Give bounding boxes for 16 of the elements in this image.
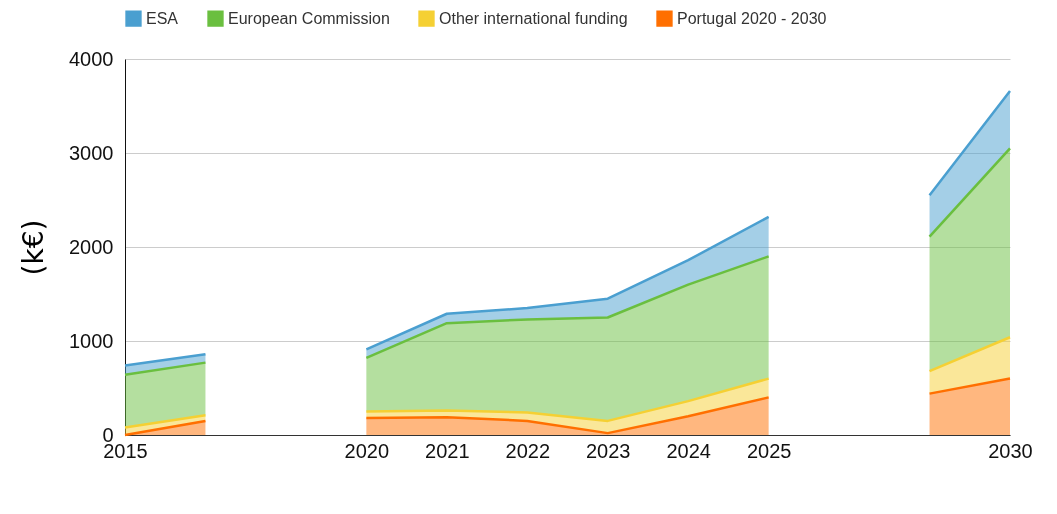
x-tick-label: 2022 [505,439,551,462]
x-tick-label: 2023 [585,439,631,462]
x-tick-label: 2024 [666,439,711,462]
legend-label: European Commission [228,9,390,27]
legend-label: ESA [146,9,179,27]
y-tick-label: 2000 [69,235,114,258]
y-tick-label: 1000 [69,329,114,352]
y-tick-label: 3000 [69,141,114,164]
x-tick-label: 2030 [988,439,1033,462]
legend-label: Portugal 2020 - 2030 [677,9,827,27]
y-tick-label: 4000 [69,47,114,70]
x-tick-label: 2020 [344,439,390,462]
x-tick-label: 2025 [746,439,792,462]
legend-label: Other international funding [439,9,628,27]
y-axis-title: (k€) [17,219,51,276]
x-tick-label: 2021 [425,439,470,462]
